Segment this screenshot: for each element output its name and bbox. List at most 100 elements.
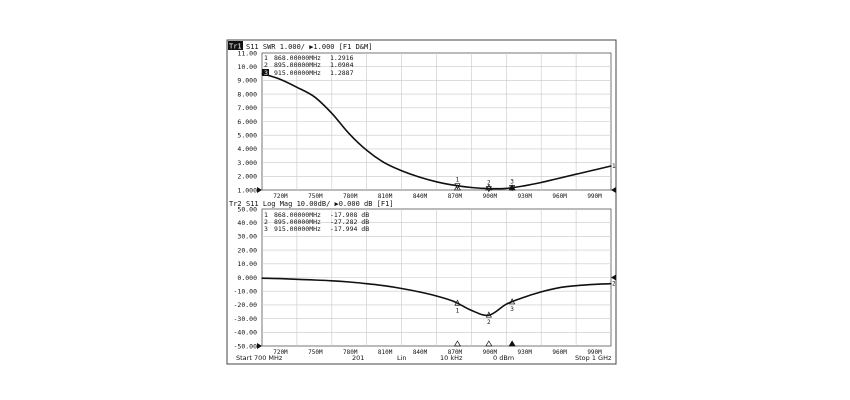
trace1-header: S11 SWR 1.000/ ▶1.000 [F1 D&M] — [246, 43, 372, 51]
logmag-y-tick-label: -30.00 — [234, 315, 258, 323]
swr-data-point — [435, 181, 438, 183]
logmag-data-point — [523, 296, 525, 298]
swr-data-point — [313, 96, 315, 98]
if-bandwidth[interactable]: 10 kHz — [440, 354, 463, 362]
marker-3-index: 3 — [264, 225, 268, 233]
swr-x-tick-label: 990M — [587, 193, 602, 200]
swr-x-tick-labels: 720M 750M 780M 810M 840M 870M 900M 930M 960M 990M — [273, 193, 602, 200]
sweep-type[interactable]: Lin — [397, 354, 407, 362]
sweep-stop[interactable]: Stop 1 GHz — [575, 354, 612, 362]
marker-2-label: 2 — [487, 319, 491, 326]
swr-data-point — [575, 173, 577, 175]
logmag-data-point — [383, 285, 385, 287]
logmag-data-point — [488, 314, 490, 316]
swr-data-point — [366, 149, 368, 151]
logmag-x-tick-label: 990M — [587, 349, 602, 356]
marker-3-freq: 915.00000MHz — [274, 225, 321, 233]
logmag-y-tick-label: -10.00 — [234, 288, 258, 296]
swr-y-tick-label: 2.000 — [237, 173, 257, 181]
logmag-data-point — [592, 283, 595, 285]
trace2-header: S11 Log Mag 10.00dB/ ▶0.000 dB [F1] — [246, 200, 394, 208]
logmag-y-tick-label: 30.00 — [237, 233, 257, 241]
logmag-data-point — [348, 281, 350, 283]
sweep-points[interactable]: 201 — [352, 354, 364, 362]
swr-y-tick-label: 8.000 — [237, 90, 257, 98]
swr-data-point — [592, 169, 595, 171]
logmag-data-point — [261, 277, 263, 279]
reference-level-arrow-icon[interactable] — [611, 274, 616, 281]
logmag-data-point — [296, 278, 298, 280]
marker-2-label: 2 — [487, 180, 491, 187]
axis-marker-2-icon[interactable] — [485, 340, 493, 347]
logmag-y-tick-label: 0.000 — [237, 274, 257, 282]
swr-y-tick-label: 4.000 — [237, 145, 257, 153]
marker-2-triangle[interactable] — [485, 186, 492, 193]
swr-plot-area: 1 2 31 — [257, 52, 616, 193]
logmag-y-tick-label: -40.00 — [234, 329, 258, 337]
logmag-end-marker-label: 2 — [612, 281, 616, 288]
axis-marker-1-icon[interactable] — [453, 340, 462, 347]
swr-x-tick-label: 870M — [448, 193, 463, 200]
swr-data-point — [488, 188, 490, 190]
swr-data-point — [453, 184, 455, 186]
axis-marker-1-icon[interactable] — [453, 184, 462, 191]
marker-3-value: -17.994 dB — [330, 225, 369, 233]
marker-1-triangle[interactable] — [454, 183, 461, 190]
axis-marker-2-icon[interactable] — [485, 184, 493, 191]
marker-2-freq: 895.00000MHz — [274, 218, 321, 226]
swr-data-point — [505, 187, 507, 189]
marker-1-freq: 868.00000MHz — [274, 54, 321, 62]
logmag-x-tick-label: 720M — [273, 349, 288, 356]
swr-data-point — [523, 185, 525, 187]
logmag-data-point — [435, 295, 438, 297]
swr-y-tick-label: 6.000 — [237, 118, 257, 126]
logmag-x-tick-label: 750M — [308, 349, 323, 356]
swr-data-point — [348, 133, 350, 135]
marker-2-freq: 895.00000MHz — [274, 61, 321, 69]
logmag-y-tick-label: 10.00 — [237, 260, 257, 268]
marker-1-triangle[interactable] — [454, 299, 461, 306]
swr-marker-table: 1 868.00000MHz 1.2916 2 895.00000MHz 1.0… — [262, 54, 354, 77]
logmag-x-tick-label: 810M — [378, 349, 393, 356]
swr-y-tick-label: 5.000 — [237, 132, 257, 140]
marker-2-triangle[interactable] — [485, 311, 492, 318]
swr-y-tick-labels: 11.00 10.00 9.000 8.000 7.000 6.000 5.000 4.000… — [237, 49, 257, 194]
logmag-marker-table: 1 868.00000MHz -17.908 dB 2 895.00000MHz… — [264, 211, 369, 233]
logmag-data-point — [558, 287, 560, 289]
logmag-y-tick-label: -50.00 — [234, 342, 258, 350]
logmag-data-point — [331, 280, 333, 282]
swr-x-tick-label: 960M — [552, 193, 567, 200]
marker-3-label: 3 — [510, 179, 514, 186]
swr-data-point — [331, 112, 333, 114]
sweep-start[interactable]: Start 700 MHz — [236, 354, 283, 362]
logmag-data-point — [505, 303, 507, 305]
marker-3-freq: 915.00000MHz — [274, 69, 321, 77]
swr-data-point — [383, 162, 385, 164]
trace2-tag[interactable]: Tr2 — [229, 200, 242, 208]
reference-level-arrow-icon[interactable] — [611, 187, 616, 193]
axis-marker-3-icon[interactable] — [508, 184, 516, 191]
marker-3-triangle[interactable] — [509, 298, 516, 305]
source-power[interactable]: 0 dBm — [493, 354, 514, 362]
logmag-plot-area: 1 2 3 2 — [257, 208, 616, 349]
swr-y-tick-label: 9.000 — [237, 77, 257, 85]
marker-1-index: 1 — [264, 211, 268, 219]
marker-1-label: 1 — [456, 307, 460, 314]
trace1-tag-box[interactable] — [228, 41, 243, 50]
marker-2-index: 2 — [264, 61, 268, 69]
logmag-x-tick-label: 870M — [448, 349, 463, 356]
logmag-data-point — [610, 283, 612, 285]
trace1-tag: Tr1 — [229, 43, 242, 51]
logmag-x-tick-label: 780M — [343, 349, 358, 356]
logmag-data-point — [366, 283, 368, 285]
swr-y-tick-label: 7.000 — [237, 104, 257, 112]
swr-x-tick-label: 930M — [518, 193, 533, 200]
logmag-data-point — [453, 300, 455, 303]
marker-3-label: 3 — [510, 306, 514, 313]
axis-marker-3-icon[interactable] — [508, 340, 516, 347]
marker-1-value: -17.908 dB — [330, 211, 369, 219]
logmag-data-point — [418, 291, 420, 293]
swr-x-tick-label: 720M — [273, 193, 288, 200]
logmag-data-point — [401, 287, 403, 290]
logmag-y-tick-label: 50.00 — [237, 205, 257, 213]
